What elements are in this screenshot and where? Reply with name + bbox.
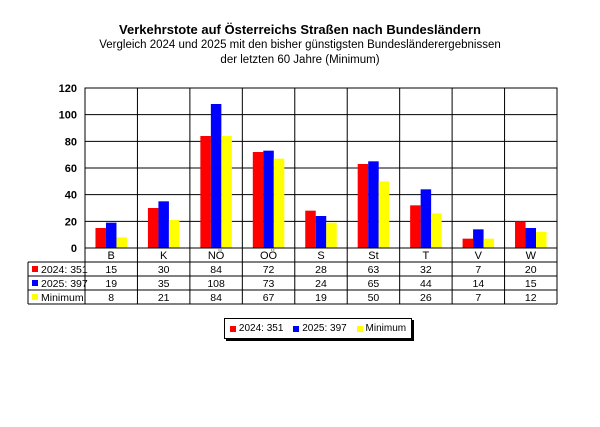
bar-1-V — [473, 229, 484, 248]
bar-2-B — [116, 237, 127, 248]
bar-1-K — [158, 201, 169, 248]
bar-0-St — [357, 164, 369, 248]
legend-item-2024: 2024: 351 — [229, 323, 284, 334]
y-tick-label: 20 — [65, 216, 77, 228]
data-label: 19 — [315, 292, 327, 304]
bar-1-S — [315, 216, 327, 248]
x-category-label: W — [526, 250, 537, 262]
legend-swatch-2024 — [229, 325, 236, 332]
data-label: 63 — [368, 264, 380, 276]
data-label: 32 — [420, 264, 432, 276]
data-label: 67 — [263, 292, 275, 304]
bar-1-B — [105, 222, 117, 248]
data-label: 28 — [315, 264, 327, 276]
bar-1-OÖ — [263, 150, 274, 248]
data-label: 30 — [158, 264, 170, 276]
data-label: 44 — [420, 278, 432, 290]
data-label: 35 — [158, 278, 170, 290]
chart-legend: 2024: 351 2025: 397 Minimum — [224, 318, 412, 339]
table-series-label: Minimum — [41, 292, 84, 304]
table-legend-key — [32, 266, 38, 272]
data-label: 108 — [207, 278, 225, 290]
bar-1-St — [368, 161, 379, 248]
bar-0-K — [147, 208, 159, 248]
data-label: 21 — [158, 292, 170, 304]
y-tick-label: 60 — [65, 163, 77, 175]
chart-subtitle-line1: Vergleich 2024 und 2025 mit den bisher g… — [99, 39, 501, 51]
table-legend-key — [32, 294, 38, 300]
bar-0-T — [410, 205, 421, 248]
bar-2-K — [168, 220, 180, 248]
legend-label-minimum: Minimum — [365, 323, 407, 334]
legend-label-2024: 2024: 351 — [238, 323, 284, 334]
data-label: 24 — [315, 278, 327, 290]
data-label: 19 — [105, 278, 117, 290]
bar-0-NÖ — [200, 136, 211, 248]
bar-2-St — [378, 181, 390, 248]
y-tick-label: 100 — [59, 110, 77, 122]
data-label: 8 — [108, 292, 114, 304]
data-label: 73 — [263, 278, 275, 290]
table-series-label: 2025: 397 — [41, 278, 88, 290]
bar-0-OÖ — [252, 152, 264, 248]
legend-swatch-minimum — [356, 325, 363, 332]
data-label: 50 — [368, 292, 380, 304]
data-label: 14 — [472, 278, 484, 290]
bar-0-W — [515, 221, 526, 248]
x-category-label: St — [368, 250, 378, 262]
legend-item-2025: 2025: 397 — [293, 323, 347, 334]
x-category-label: S — [317, 250, 324, 262]
data-label: 84 — [210, 292, 222, 304]
bar-2-OÖ — [273, 158, 285, 248]
data-label: 7 — [475, 292, 481, 304]
data-label: 15 — [525, 278, 537, 290]
x-category-label: V — [475, 250, 483, 262]
legend-swatch-2025 — [293, 325, 300, 332]
data-label: 7 — [475, 264, 481, 276]
legend-item-minimum: Minimum — [356, 323, 407, 334]
bar-1-NÖ — [210, 104, 222, 248]
bar-0-B — [95, 228, 106, 248]
bar-2-V — [483, 238, 495, 248]
bar-2-W — [536, 232, 547, 248]
chart-subtitle-line2: der letzten 60 Jahre (Minimum) — [220, 54, 380, 66]
y-tick-label: 40 — [65, 190, 77, 202]
data-label: 65 — [368, 278, 380, 290]
bar-1-W — [525, 228, 537, 248]
data-label: 15 — [105, 264, 117, 276]
x-category-label: OÖ — [260, 250, 278, 262]
data-label: 26 — [420, 292, 432, 304]
data-label: 20 — [525, 264, 537, 276]
bar-2-NÖ — [221, 136, 232, 248]
bar-2-S — [326, 222, 337, 248]
table-series-label: 2024: 351 — [41, 264, 88, 276]
bar-0-S — [305, 210, 316, 248]
y-tick-label: 120 — [59, 83, 77, 95]
chart-title: Verkehrstote auf Österreichs Straßen nac… — [119, 22, 481, 37]
bar-0-V — [462, 238, 474, 248]
chart-titles: Verkehrstote auf Österreichs Straßen nac… — [0, 22, 600, 68]
data-label: 84 — [210, 264, 222, 276]
data-label: 72 — [263, 264, 275, 276]
x-category-label: B — [108, 250, 115, 262]
data-label: 12 — [525, 292, 537, 304]
x-category-label: NÖ — [208, 250, 225, 262]
y-tick-label: 0 — [71, 243, 77, 255]
table-legend-key — [32, 280, 38, 286]
legend-label-2025: 2025: 397 — [302, 323, 347, 334]
x-category-label: K — [160, 250, 168, 262]
bar-2-T — [431, 213, 442, 248]
y-tick-label: 80 — [65, 136, 77, 148]
x-category-label: T — [423, 250, 430, 262]
bar-1-T — [420, 189, 432, 248]
